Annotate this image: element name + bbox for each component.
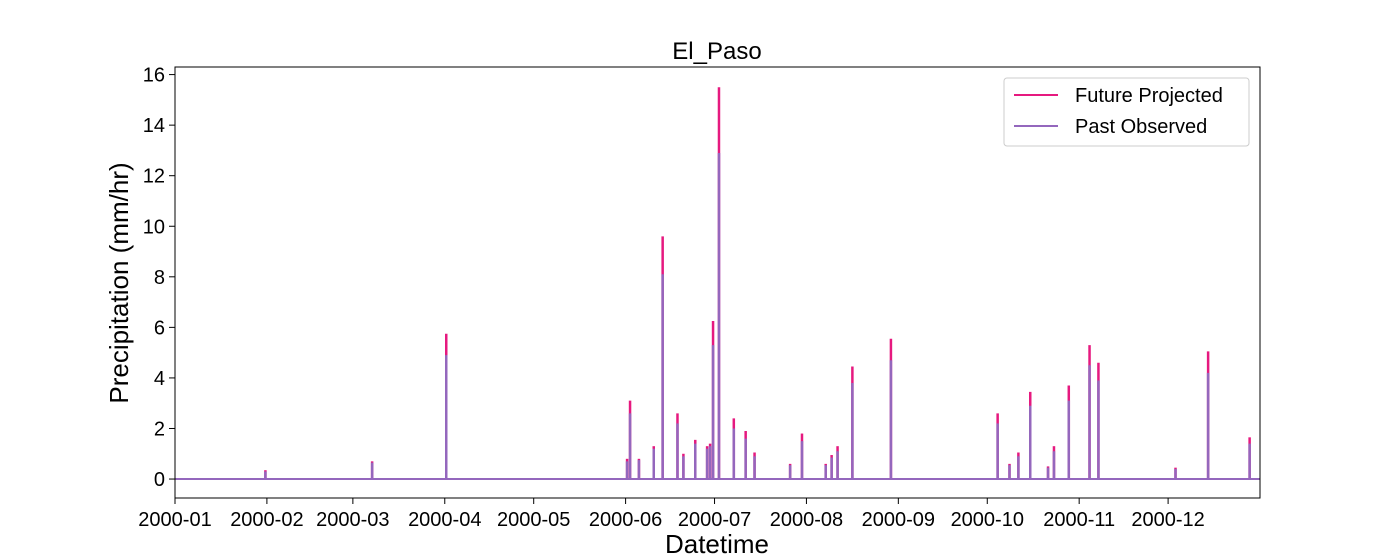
y-tick-label: 6 — [154, 317, 165, 339]
x-tick-label: 2000-03 — [316, 509, 389, 531]
x-tick-label: 2000-06 — [589, 509, 662, 531]
x-tick-label: 2000-02 — [230, 509, 303, 531]
y-tick-label: 2 — [154, 418, 165, 440]
plot-area — [175, 87, 1260, 481]
y-tick-label: 14 — [143, 115, 165, 137]
chart-title: El_Paso — [672, 38, 761, 65]
x-tick-label: 2000-01 — [138, 509, 211, 531]
plot-frame — [174, 66, 1261, 499]
x-tick-label: 2000-09 — [862, 509, 935, 531]
x-tick-label: 2000-08 — [770, 509, 843, 531]
y-tick-label: 4 — [154, 368, 165, 390]
legend-label-past-observed: Past Observed — [1075, 116, 1207, 138]
y-tick-label: 12 — [143, 166, 165, 188]
x-tick-label: 2000-05 — [497, 509, 570, 531]
legend: Future Projected Past Observed — [1003, 77, 1250, 147]
y-tick-label: 10 — [143, 216, 165, 238]
legend-label-future-projected: Future Projected — [1075, 85, 1223, 107]
x-tick-label: 2000-07 — [678, 509, 751, 531]
y-tick-label: 8 — [154, 267, 165, 289]
x-tick-label: 2000-04 — [408, 509, 481, 531]
x-tick-label: 2000-11 — [1043, 509, 1115, 531]
x-tick-label: 2000-10 — [951, 509, 1024, 531]
series-past-observed — [175, 152, 1260, 481]
x-axis-label: Datetime — [665, 529, 769, 559]
y-axis: 0 2 4 6 8 10 12 14 16 — [143, 65, 175, 491]
legend-box — [1003, 77, 1250, 147]
x-tick-label: 2000-12 — [1131, 509, 1204, 531]
y-tick-label: 0 — [154, 469, 165, 491]
y-tick-label: 16 — [143, 65, 165, 87]
y-axis-label: Precipitation (mm/hr) — [104, 162, 134, 403]
x-axis: 2000-01 2000-02 2000-03 2000-04 2000-05 2000-… — [138, 498, 1205, 531]
